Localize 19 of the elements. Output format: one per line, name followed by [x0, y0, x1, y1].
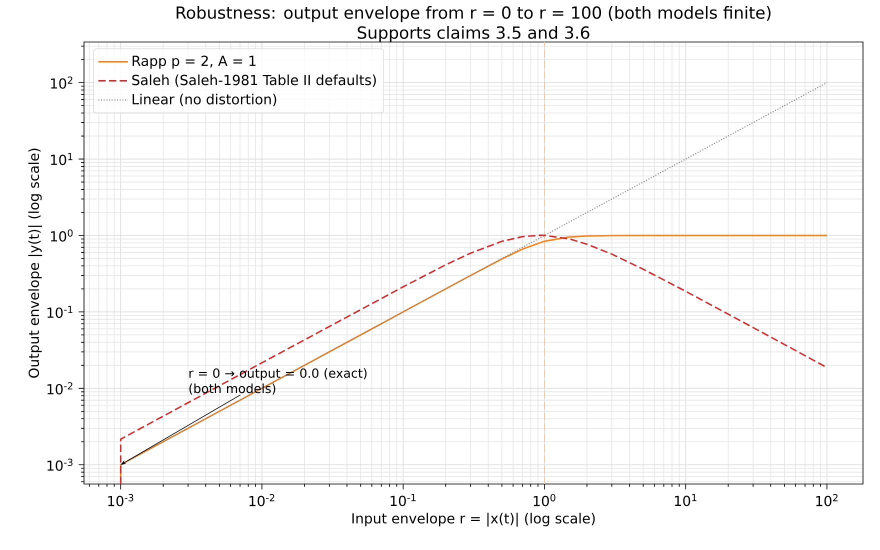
- x-tick-label: 10$^{-1}$: [390, 494, 416, 506]
- x-tick-label: 10$^{-2}$: [249, 494, 274, 506]
- x-tick-label: 10$^{2}$: [816, 494, 838, 506]
- legend-label: Linear (no distortion): [132, 94, 276, 106]
- legend-label: Saleh (Saleh-1981 Table II defaults): [132, 74, 376, 87]
- y-tick-label: 10$^{-3}$: [47, 458, 73, 471]
- y-tick-label: 10$^{2}$: [51, 76, 72, 89]
- legend-label: Rapp p = 2, A = 1: [132, 56, 256, 69]
- x-tick-label: 10$^{-3}$: [108, 494, 134, 506]
- x-tick-label: 10$^{1}$: [674, 494, 696, 506]
- y-tick-label: 10$^{1}$: [51, 152, 72, 166]
- x-tick-label: 10$^{0}$: [534, 494, 556, 506]
- x-axis-title: Input envelope r = |x(t)| (log scale): [352, 512, 595, 527]
- y-axis-title: Output envelope |y(t)| (log scale): [28, 148, 42, 378]
- y-tick-label: 10$^{-1}$: [47, 306, 72, 318]
- chart-title: Robustness: output envelope from r = 0 to r = 100 (both models finite): [176, 6, 771, 22]
- y-tick-label: 10$^{0}$: [51, 229, 73, 242]
- y-tick-label: 10$^{-2}$: [47, 382, 72, 394]
- chart-subtitle: Supports claims 3.5 and 3.6: [358, 26, 590, 42]
